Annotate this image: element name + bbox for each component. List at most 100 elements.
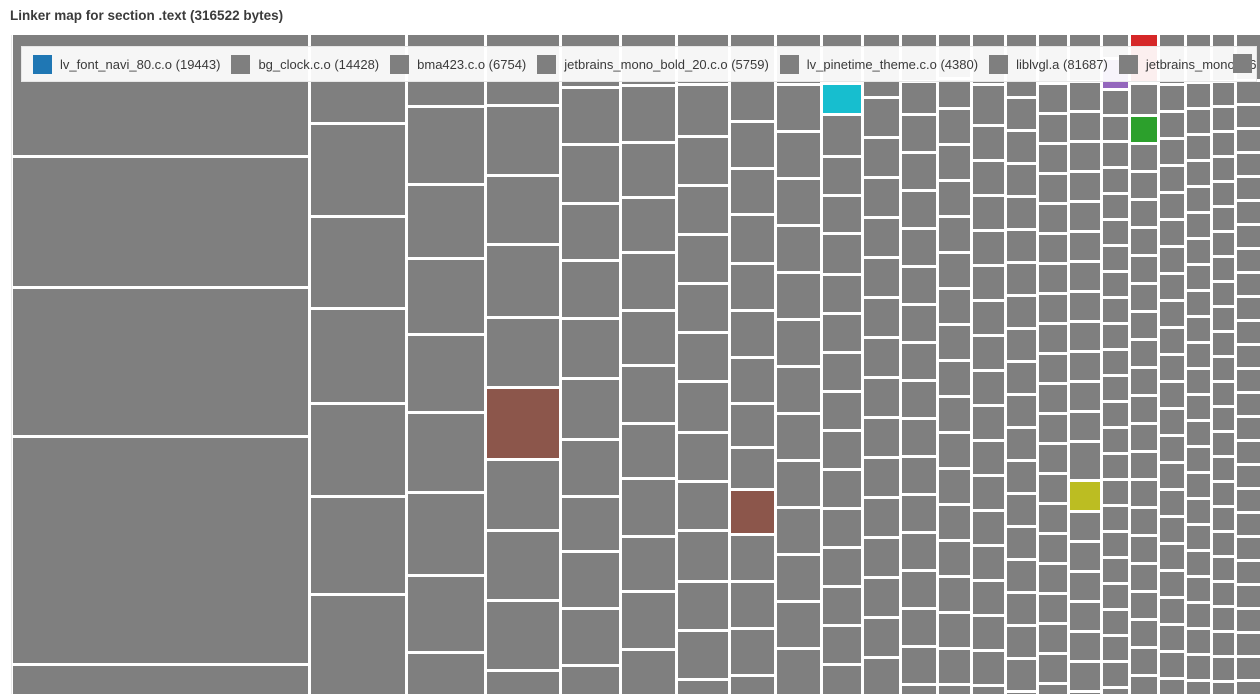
treemap-block	[1213, 483, 1234, 505]
treemap-block	[408, 260, 484, 333]
treemap-block	[1187, 292, 1210, 315]
treemap-block	[939, 398, 970, 431]
legend-label: liblvgl.a (81687)	[1016, 56, 1108, 72]
treemap-block	[1039, 265, 1067, 292]
treemap-block	[973, 652, 1004, 684]
treemap-block	[777, 462, 820, 506]
treemap-block	[973, 372, 1004, 404]
treemap-block	[864, 579, 899, 616]
treemap-block	[823, 315, 861, 351]
treemap-block	[622, 593, 675, 648]
treemap-block	[777, 321, 820, 365]
treemap-block	[1039, 85, 1067, 112]
treemap-block	[1007, 165, 1036, 195]
treemap-block	[1213, 83, 1234, 105]
treemap-block-cyan	[823, 85, 861, 113]
treemap-block	[1187, 578, 1210, 601]
treemap-block	[1213, 308, 1234, 330]
treemap-block	[1237, 658, 1260, 679]
treemap-block	[1187, 84, 1210, 107]
treemap-block	[939, 218, 970, 251]
treemap-block	[1237, 514, 1260, 535]
treemap-block	[864, 539, 899, 576]
treemap-block-brown	[731, 491, 774, 533]
treemap-block	[1131, 621, 1157, 646]
treemap-block	[864, 379, 899, 416]
treemap-block	[622, 367, 675, 422]
treemap-block	[1039, 655, 1067, 682]
treemap-block	[973, 267, 1004, 299]
treemap-block	[823, 510, 861, 546]
treemap-block	[1187, 604, 1210, 627]
legend-item: jetbrains_mono_bold_20.c.o (5759)	[537, 54, 769, 74]
legend-item: lv_pinetime_theme.c.o (4380)	[779, 54, 978, 74]
treemap-block	[1160, 86, 1184, 110]
treemap-block	[1131, 509, 1157, 534]
treemap-block	[1213, 583, 1234, 605]
legend-swatch	[231, 54, 251, 74]
treemap-block	[823, 666, 861, 694]
treemap-block	[1160, 167, 1184, 191]
treemap-block	[1187, 682, 1210, 694]
treemap-block	[311, 405, 405, 495]
treemap-block	[939, 80, 970, 107]
treemap-block	[1187, 422, 1210, 445]
treemap-block	[311, 596, 405, 694]
treemap-block	[939, 146, 970, 179]
treemap-block	[864, 219, 899, 256]
legend-swatch	[1118, 54, 1138, 74]
treemap-block	[1131, 649, 1157, 674]
treemap-block	[1237, 394, 1260, 415]
legend-item: jetbrains_mono_76.c.o (3321)	[1118, 54, 1256, 74]
treemap-block	[1131, 425, 1157, 450]
treemap-block	[1070, 83, 1100, 110]
treemap-block	[487, 177, 559, 243]
treemap-block	[973, 337, 1004, 369]
treemap-block	[1160, 572, 1184, 596]
treemap-block	[1237, 250, 1260, 271]
treemap-block	[1070, 633, 1100, 660]
treemap-block	[1187, 214, 1210, 237]
treemap-block	[1237, 562, 1260, 583]
treemap-block	[939, 254, 970, 287]
treemap-block	[902, 192, 936, 227]
treemap-block	[1103, 429, 1128, 452]
treemap-block	[562, 320, 619, 377]
treemap-block	[1131, 481, 1157, 506]
treemap-block	[1103, 377, 1128, 400]
treemap-block	[973, 687, 1004, 694]
treemap-block	[1070, 203, 1100, 230]
treemap-block	[1039, 175, 1067, 202]
treemap-block	[939, 470, 970, 503]
treemap-block	[864, 139, 899, 176]
treemap-block	[731, 583, 774, 627]
treemap-block	[1237, 226, 1260, 247]
treemap-block	[678, 236, 728, 282]
treemap-block	[487, 672, 559, 694]
treemap-block	[973, 547, 1004, 579]
treemap-block	[939, 650, 970, 683]
treemap-block	[678, 681, 728, 694]
treemap-block	[1160, 275, 1184, 299]
treemap-block	[864, 259, 899, 296]
treemap-block	[1039, 355, 1067, 382]
treemap-block	[1213, 458, 1234, 480]
treemap-block	[777, 650, 820, 694]
treemap-block	[1007, 462, 1036, 492]
treemap-block	[1131, 257, 1157, 282]
treemap-block	[1103, 117, 1128, 140]
treemap-block	[1213, 433, 1234, 455]
treemap-block	[731, 312, 774, 356]
treemap-block	[678, 383, 728, 431]
treemap-block	[1070, 323, 1100, 350]
legend-item-clipped	[1233, 54, 1252, 73]
treemap-block	[973, 477, 1004, 509]
treemap-block	[939, 434, 970, 467]
treemap-block	[1039, 475, 1067, 502]
treemap-block	[1237, 202, 1260, 223]
treemap-block	[1213, 133, 1234, 155]
treemap-block	[622, 425, 675, 477]
treemap-block	[1039, 115, 1067, 142]
legend-label: jetbrains_mono_bold_20.c.o (5759)	[564, 56, 769, 72]
treemap-block	[731, 677, 774, 694]
